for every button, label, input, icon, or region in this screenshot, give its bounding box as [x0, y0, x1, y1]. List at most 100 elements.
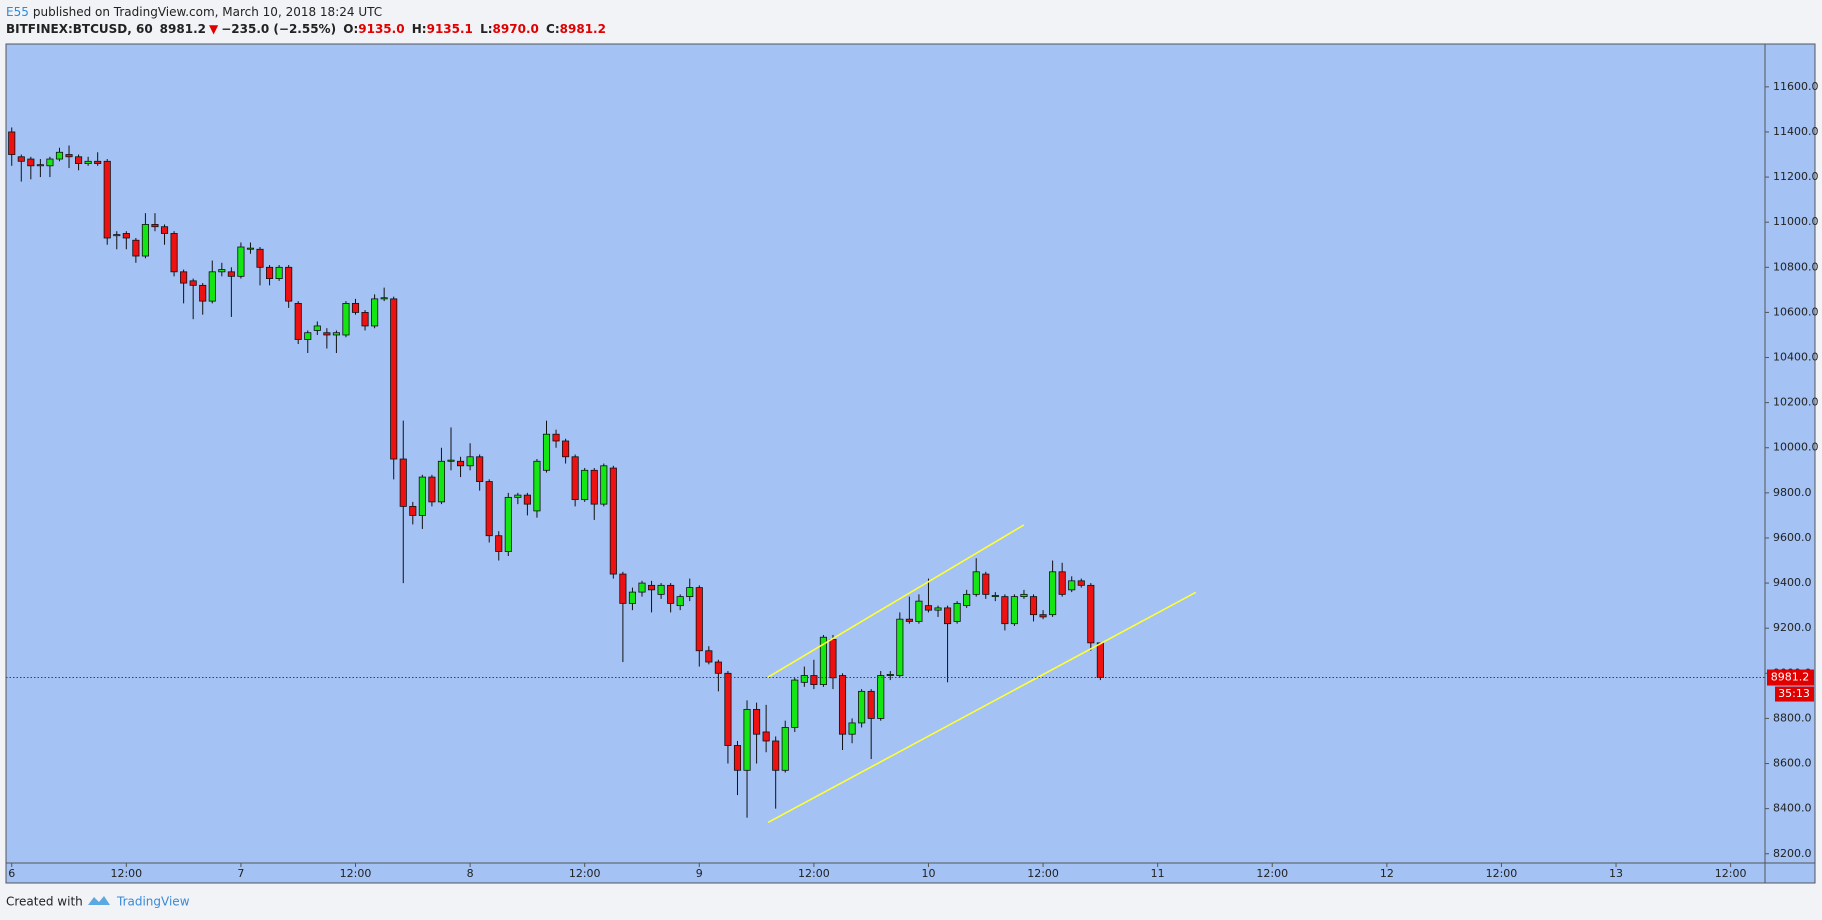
candle-body	[858, 690, 866, 724]
ohlc-value: 9135.0	[358, 22, 404, 36]
candle-body	[122, 233, 130, 239]
candle-body	[638, 582, 646, 593]
candle-body	[189, 280, 197, 286]
y-tick-label: 11200.0	[1773, 170, 1819, 183]
candle-body	[208, 271, 216, 302]
candle-body	[963, 593, 971, 607]
candle-body	[332, 332, 340, 336]
symbol: BITFINEX:BTCUSD, 60	[6, 22, 153, 36]
candle-body	[246, 247, 255, 250]
candle-body	[476, 456, 484, 482]
x-tick-label: 8	[467, 867, 474, 880]
candle-body	[160, 226, 169, 234]
y-tick-label: 10200.0	[1773, 396, 1819, 409]
logo-mark	[88, 896, 110, 905]
y-tick-label: 9600.0	[1773, 531, 1812, 544]
candle-body	[695, 587, 703, 652]
candle-body	[514, 494, 522, 498]
candle-body	[867, 690, 875, 719]
candle-body	[313, 325, 321, 331]
author[interactable]: E55	[6, 5, 29, 19]
countdown: 35:13	[1778, 687, 1810, 700]
candle-body	[705, 650, 713, 663]
candle-body	[552, 433, 560, 442]
candle-body	[342, 302, 350, 336]
candle-body	[46, 158, 54, 167]
x-tick-label: 12:00	[1715, 867, 1747, 880]
candle-body	[991, 595, 999, 598]
candle-body	[1039, 614, 1047, 618]
candle-body	[819, 636, 827, 685]
candle-body	[17, 156, 25, 162]
chart-bg	[5, 43, 1816, 884]
candle-body	[390, 298, 398, 460]
x-tick-label: 12:00	[340, 867, 372, 880]
candle-body	[151, 224, 159, 228]
candle-body	[170, 233, 178, 273]
countdown-bg	[1775, 686, 1814, 702]
candle-body	[628, 591, 636, 604]
candle-body	[1020, 593, 1028, 598]
candle-body	[1087, 584, 1095, 644]
candle-body	[800, 675, 808, 683]
ohlc-value: 8981.2	[560, 22, 606, 36]
y-tick-label: 8400.0	[1773, 802, 1812, 815]
candle-body	[944, 607, 952, 625]
arrow: ▼	[209, 22, 219, 36]
symbol-line: BITFINEX:BTCUSD, 60 8981.2 ▼ −235.0 (−2.55%…	[6, 22, 606, 36]
candle-body	[466, 456, 474, 467]
y-tick-label: 8800.0	[1773, 711, 1812, 724]
candle-body	[533, 460, 541, 512]
x-tick-label: 6	[8, 867, 15, 880]
ohlc-label: H:	[412, 22, 427, 36]
candle-body	[65, 154, 73, 158]
candle-body	[562, 440, 570, 458]
candle-body	[1058, 571, 1066, 595]
candle-body	[600, 465, 608, 505]
price-label-bg	[1767, 669, 1814, 686]
candle-body	[1096, 642, 1104, 678]
candle-body	[1001, 596, 1009, 625]
candle-body	[304, 332, 312, 340]
change: −235.0 (−2.55%)	[221, 22, 336, 36]
candle-body	[141, 224, 149, 257]
candle-body	[294, 302, 302, 340]
x-tick-label: 10	[921, 867, 935, 880]
candle-body	[781, 727, 789, 771]
candle-body	[485, 481, 493, 537]
trend-line	[767, 591, 1197, 824]
candle-body	[55, 151, 64, 160]
y-tick-label: 9400.0	[1773, 576, 1812, 589]
trend-line	[767, 524, 1025, 678]
ohlc-label: C:	[546, 22, 560, 36]
y-tick-label: 10000.0	[1773, 441, 1819, 454]
candle-body	[676, 596, 684, 607]
candle-body	[504, 496, 512, 552]
candle-body	[1077, 580, 1085, 586]
candle-body	[571, 456, 579, 501]
candle-body	[714, 661, 722, 674]
candle-body	[94, 160, 102, 164]
candle-body	[619, 573, 627, 604]
candle-body	[218, 269, 226, 273]
price-label: 8981.2	[1771, 671, 1810, 684]
x-tick-label: 12:00	[110, 867, 142, 880]
y-tick-label: 10400.0	[1773, 351, 1819, 364]
x-tick-label: 12:00	[569, 867, 601, 880]
candle-body	[657, 584, 665, 595]
y-tick-label: 9200.0	[1773, 621, 1812, 634]
candle-body	[371, 298, 379, 327]
x-tick-label: 9	[696, 867, 703, 880]
brand[interactable]: TradingView	[116, 895, 190, 909]
candle-body	[418, 476, 426, 516]
candle-body	[724, 672, 732, 746]
candle-body	[848, 722, 856, 735]
candle-body	[103, 160, 111, 239]
candle-body	[132, 239, 140, 257]
candle-body	[399, 458, 407, 507]
candle-body	[581, 469, 589, 501]
candle-body	[523, 494, 531, 505]
candle-body	[1068, 580, 1076, 591]
candle-body	[829, 639, 837, 679]
